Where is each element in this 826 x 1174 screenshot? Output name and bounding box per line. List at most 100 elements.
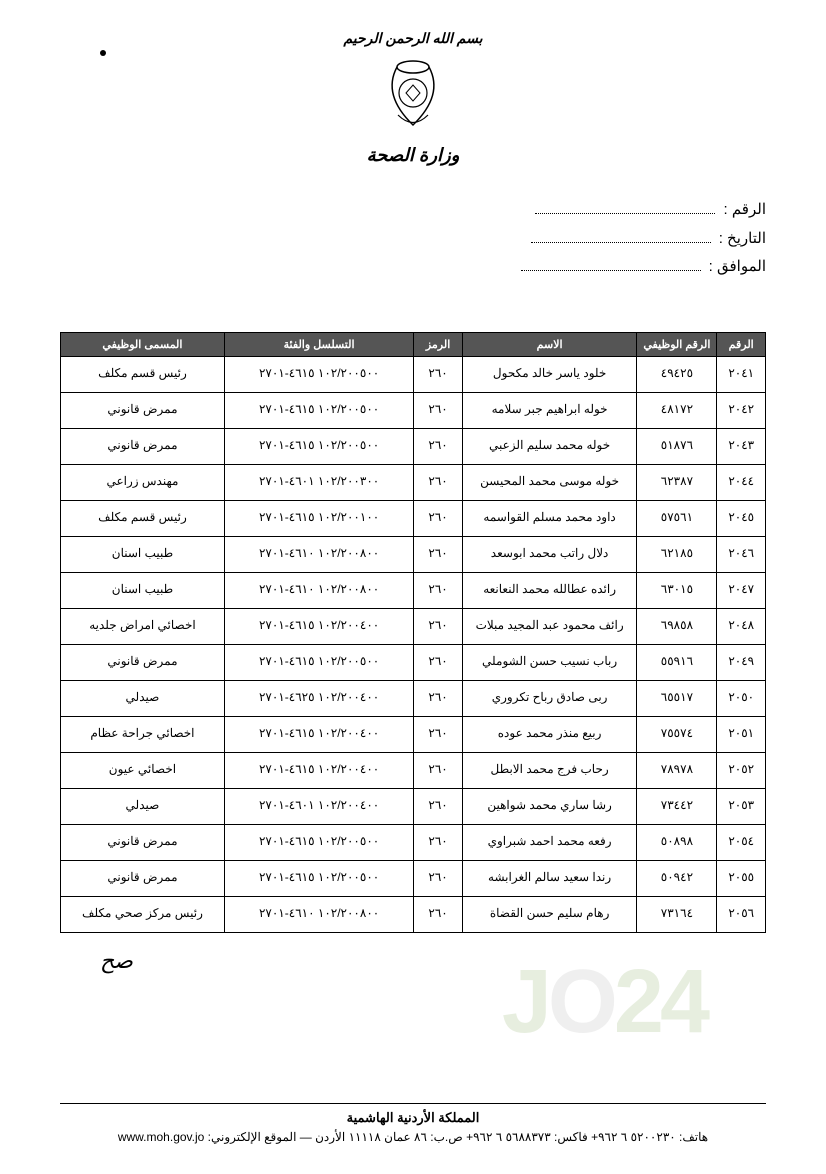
cell-id: ٥٧٥٦١: [637, 500, 717, 536]
cell-id: ٥٠٩٤٢: [637, 860, 717, 896]
cell-title: اخصائي عيون: [61, 752, 225, 788]
table-row: ٢٠٥٠٦٥٥١٧ربى صادق رباح تكروري٢٦٠١٠٢/٢٠٠٤…: [61, 680, 766, 716]
cell-name: رشا ساري محمد شواهين: [462, 788, 637, 824]
cell-seq: ٢٠٥٢: [717, 752, 766, 788]
cell-code: ٢٦٠: [414, 896, 463, 932]
cell-title: ممرض قانوني: [61, 860, 225, 896]
table-row: ٢٠٥٥٥٠٩٤٢رندا سعيد سالم الغرابشه٢٦٠١٠٢/٢…: [61, 860, 766, 896]
col-title: المسمى الوظيفي: [61, 332, 225, 356]
cell-seq: ٢٠٤٥: [717, 500, 766, 536]
table-row: ٢٠٥٦٧٣١٦٤رهام سليم حسن القضاة٢٦٠١٠٢/٢٠٠٨…: [61, 896, 766, 932]
corresponding-line: [521, 270, 701, 271]
cell-seq: ٢٠٥٤: [717, 824, 766, 860]
cell-acct: ١٠٢/٢٠٠٥٠٠ ٤٦١٥-٢٧٠١: [224, 860, 413, 896]
cell-acct: ١٠٢/٢٠٠٨٠٠ ٤٦١٠-٢٧٠١: [224, 572, 413, 608]
cell-name: رندا سعيد سالم الغرابشه: [462, 860, 637, 896]
letterhead: بسم الله الرحمن الرحيم وزارة الصحة: [60, 30, 766, 166]
cell-code: ٢٦٠: [414, 464, 463, 500]
cell-id: ٤٨١٧٢: [637, 392, 717, 428]
cell-id: ٧٥٥٧٤: [637, 716, 717, 752]
table-row: ٢٠٥١٧٥٥٧٤ربيع منذر محمد عوده٢٦٠١٠٢/٢٠٠٤٠…: [61, 716, 766, 752]
col-seq: الرقم: [717, 332, 766, 356]
cell-acct: ١٠٢/٢٠٠٤٠٠ ٤٦٢٥-٢٧٠١: [224, 680, 413, 716]
table-row: ٢٠٤١٤٩٤٢٥خلود ياسر خالد مكحول٢٦٠١٠٢/٢٠٠٥…: [61, 356, 766, 392]
cell-acct: ١٠٢/٢٠٠٥٠٠ ٤٦١٥-٢٧٠١: [224, 356, 413, 392]
cell-id: ٦٢١٨٥: [637, 536, 717, 572]
cell-code: ٢٦٠: [414, 356, 463, 392]
cell-code: ٢٦٠: [414, 788, 463, 824]
footer-kingdom: المملكة الأردنية الهاشمية: [60, 1110, 766, 1126]
cell-title: اخصائي جراحة عظام: [61, 716, 225, 752]
cell-code: ٢٦٠: [414, 392, 463, 428]
cell-id: ٦٥٥١٧: [637, 680, 717, 716]
cell-name: خوله محمد سليم الزعبي: [462, 428, 637, 464]
cell-acct: ١٠٢/٢٠٠٤٠٠ ٤٦١٥-٢٧٠١: [224, 752, 413, 788]
table-row: ٢٠٤٣٥١٨٧٦خوله محمد سليم الزعبي٢٦٠١٠٢/٢٠٠…: [61, 428, 766, 464]
cell-seq: ٢٠٤٣: [717, 428, 766, 464]
cell-name: رائف محمود عبد المجيد مبلات: [462, 608, 637, 644]
footer-contact: هاتف: ٥٢٠٠٢٣٠ ٦ ٩٦٢+ فاكس: ٥٦٨٨٣٧٣ ٦ ٩٦٢…: [60, 1130, 766, 1144]
table-row: ٢٠٥٣٧٣٤٤٢رشا ساري محمد شواهين٢٦٠١٠٢/٢٠٠٤…: [61, 788, 766, 824]
cell-code: ٢٦٠: [414, 428, 463, 464]
page-container: بسم الله الرحمن الرحيم وزارة الصحة الرقم…: [0, 0, 826, 1014]
cell-acct: ١٠٢/٢٠٠٨٠٠ ٤٦١٠-٢٧٠١: [224, 896, 413, 932]
cell-seq: ٢٠٥٥: [717, 860, 766, 896]
cell-acct: ١٠٢/٢٠٠٥٠٠ ٤٦١٥-٢٧٠١: [224, 428, 413, 464]
cell-acct: ١٠٢/٢٠٠٤٠٠ ٤٦١٥-٢٧٠١: [224, 716, 413, 752]
table-row: ٢٠٥٢٧٨٩٧٨رحاب فرج محمد الابطل٢٦٠١٠٢/٢٠٠٤…: [61, 752, 766, 788]
table-row: ٢٠٤٥٥٧٥٦١داود محمد مسلم القواسمه٢٦٠١٠٢/٢…: [61, 500, 766, 536]
cell-acct: ١٠٢/٢٠٠٤٠٠ ٤٦١٥-٢٧٠١: [224, 608, 413, 644]
signature: صح: [60, 948, 766, 974]
date-label: التاريخ :: [719, 225, 766, 254]
cell-id: ٥١٨٧٦: [637, 428, 717, 464]
table-header-row: الرقم الرقم الوظيفي الاسم الرمز التسلسل …: [61, 332, 766, 356]
table-row: ٢٠٥٤٥٠٨٩٨رفعه محمد احمد شبراوي٢٦٠١٠٢/٢٠٠…: [61, 824, 766, 860]
cell-acct: ١٠٢/٢٠٠٤٠٠ ٤٦٠١-٢٧٠١: [224, 788, 413, 824]
cell-title: ممرض قانوني: [61, 428, 225, 464]
cell-seq: ٢٠٥٣: [717, 788, 766, 824]
cell-seq: ٢٠٥٦: [717, 896, 766, 932]
cell-title: رئيس قسم مكلف: [61, 500, 225, 536]
page-footer: المملكة الأردنية الهاشمية هاتف: ٥٢٠٠٢٣٠ …: [60, 1103, 766, 1144]
cell-name: داود محمد مسلم القواسمه: [462, 500, 637, 536]
cell-title: اخصائي امراض جلديه: [61, 608, 225, 644]
cell-acct: ١٠٢/٢٠٠٨٠٠ ٤٦١٠-٢٧٠١: [224, 536, 413, 572]
cell-id: ٧٨٩٧٨: [637, 752, 717, 788]
cell-code: ٢٦٠: [414, 860, 463, 896]
cell-code: ٢٦٠: [414, 824, 463, 860]
cell-title: مهندس زراعي: [61, 464, 225, 500]
cell-name: رحاب فرج محمد الابطل: [462, 752, 637, 788]
cell-title: طبيب اسنان: [61, 536, 225, 572]
cell-code: ٢٦٠: [414, 608, 463, 644]
cell-code: ٢٦٠: [414, 752, 463, 788]
table-row: ٢٠٤٢٤٨١٧٢خوله ابراهيم جبر سلامه٢٦٠١٠٢/٢٠…: [61, 392, 766, 428]
cell-seq: ٢٠٤٨: [717, 608, 766, 644]
emblem-icon: [378, 55, 448, 135]
employee-table: الرقم الرقم الوظيفي الاسم الرمز التسلسل …: [60, 332, 766, 933]
cell-seq: ٢٠٤٩: [717, 644, 766, 680]
cell-name: دلال راتب محمد ابوسعد: [462, 536, 637, 572]
cell-name: خوله موسى محمد المحيسن: [462, 464, 637, 500]
cell-id: ٧٣١٦٤: [637, 896, 717, 932]
cell-seq: ٢٠٤٧: [717, 572, 766, 608]
document-meta: الرقم : التاريخ : الموافق :: [60, 196, 766, 282]
cell-title: ممرض قانوني: [61, 644, 225, 680]
table-row: ٢٠٤٤٦٢٣٨٧خوله موسى محمد المحيسن٢٦٠١٠٢/٢٠…: [61, 464, 766, 500]
table-row: ٢٠٤٦٦٢١٨٥دلال راتب محمد ابوسعد٢٦٠١٠٢/٢٠٠…: [61, 536, 766, 572]
cell-name: رباب نسيب حسن الشوملي: [462, 644, 637, 680]
cell-seq: ٢٠٤١: [717, 356, 766, 392]
cell-title: ممرض قانوني: [61, 824, 225, 860]
cell-code: ٢٦٠: [414, 716, 463, 752]
ministry-name: وزارة الصحة: [60, 145, 766, 166]
cell-code: ٢٦٠: [414, 644, 463, 680]
cell-code: ٢٦٠: [414, 572, 463, 608]
table-body: ٢٠٤١٤٩٤٢٥خلود ياسر خالد مكحول٢٦٠١٠٢/٢٠٠٥…: [61, 356, 766, 932]
cell-code: ٢٦٠: [414, 680, 463, 716]
cell-acct: ١٠٢/٢٠٠٣٠٠ ٤٦٠١-٢٧٠١: [224, 464, 413, 500]
cell-seq: ٢٠٥٠: [717, 680, 766, 716]
cell-title: رئيس مركز صحي مكلف: [61, 896, 225, 932]
cell-name: رائده عطالله محمد النعانعه: [462, 572, 637, 608]
cell-id: ٧٣٤٤٢: [637, 788, 717, 824]
cell-id: ٦٩٨٥٨: [637, 608, 717, 644]
cell-seq: ٢٠٤٤: [717, 464, 766, 500]
